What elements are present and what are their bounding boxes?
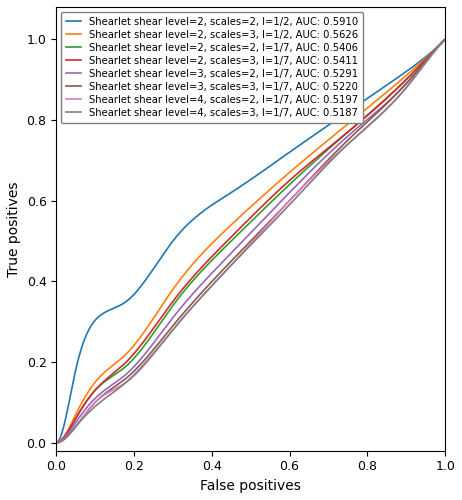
Y-axis label: True positives: True positives — [7, 181, 21, 276]
Shearlet shear level=4, scales=3, l=1/7, AUC: 0.5187: (0.44, 0.43): 0.5187: (0.44, 0.43) — [225, 266, 230, 272]
Shearlet shear level=2, scales=3, l=1/2, AUC: 0.5626: (0.78, 0.813): 0.5626: (0.78, 0.813) — [357, 112, 362, 117]
Shearlet shear level=3, scales=2, l=1/7, AUC: 0.5291: (0.78, 0.785): 0.5291: (0.78, 0.785) — [357, 123, 362, 129]
Shearlet shear level=3, scales=3, l=1/7, AUC: 0.5220: (0.404, 0.404): 0.5220: (0.404, 0.404) — [211, 277, 216, 283]
Shearlet shear level=3, scales=2, l=1/7, AUC: 0.5291: (0.404, 0.424): 0.5291: (0.404, 0.424) — [211, 268, 216, 274]
Line: Shearlet shear level=3, scales=2, l=1/7, AUC: 0.5291: Shearlet shear level=3, scales=2, l=1/7,… — [56, 39, 445, 442]
Shearlet shear level=4, scales=2, l=1/7, AUC: 0.5197: (0.102, 0.102): 0.5197: (0.102, 0.102) — [93, 398, 99, 404]
Shearlet shear level=4, scales=3, l=1/7, AUC: 0.5187: (0.687, 0.679): 0.5187: (0.687, 0.679) — [321, 166, 326, 172]
Shearlet shear level=2, scales=2, l=1/7, AUC: 0.5406: (0.102, 0.132): 0.5406: (0.102, 0.132) — [93, 386, 99, 392]
Shearlet shear level=3, scales=2, l=1/7, AUC: 0.5291: (0.798, 0.799): 0.5291: (0.798, 0.799) — [364, 118, 369, 124]
Shearlet shear level=2, scales=3, l=1/7, AUC: 0.5411: (0, 0): 0.5411: (0, 0) — [54, 440, 59, 446]
Shearlet shear level=3, scales=3, l=1/7, AUC: 0.5220: (1, 1): 0.5220: (1, 1) — [442, 36, 448, 42]
Shearlet shear level=2, scales=3, l=1/7, AUC: 0.5411: (0.102, 0.132): 0.5411: (0.102, 0.132) — [93, 386, 99, 392]
Shearlet shear level=2, scales=3, l=1/7, AUC: 0.5411: (0.404, 0.466): 0.5411: (0.404, 0.466) — [211, 252, 216, 258]
Shearlet shear level=4, scales=3, l=1/7, AUC: 0.5187: (0.102, 0.0918): 0.5187: (0.102, 0.0918) — [93, 402, 99, 408]
Shearlet shear level=4, scales=2, l=1/7, AUC: 0.5197: (1, 1): 0.5197: (1, 1) — [442, 36, 448, 42]
Shearlet shear level=2, scales=2, l=1/7, AUC: 0.5406: (0.44, 0.491): 0.5406: (0.44, 0.491) — [225, 242, 230, 248]
Shearlet shear level=4, scales=3, l=1/7, AUC: 0.5187: (0.78, 0.766): 0.5187: (0.78, 0.766) — [357, 130, 362, 136]
Shearlet shear level=2, scales=2, l=1/2, AUC: 0.5910: (0.798, 0.851): 0.5910: (0.798, 0.851) — [364, 96, 369, 102]
Shearlet shear level=2, scales=2, l=1/2, AUC: 0.5910: (0.78, 0.84): 0.5910: (0.78, 0.84) — [357, 101, 362, 107]
Shearlet shear level=4, scales=3, l=1/7, AUC: 0.5187: (0.798, 0.782): 0.5187: (0.798, 0.782) — [364, 124, 369, 130]
Shearlet shear level=3, scales=3, l=1/7, AUC: 0.5220: (0.44, 0.44): 0.5220: (0.44, 0.44) — [225, 262, 230, 268]
Shearlet shear level=4, scales=3, l=1/7, AUC: 0.5187: (1, 1): 0.5187: (1, 1) — [442, 36, 448, 42]
Shearlet shear level=2, scales=2, l=1/2, AUC: 0.5910: (0.687, 0.778): 0.5910: (0.687, 0.778) — [321, 126, 326, 132]
Shearlet shear level=3, scales=2, l=1/7, AUC: 0.5291: (0, 0): 0.5291: (0, 0) — [54, 440, 59, 446]
Shearlet shear level=4, scales=2, l=1/7, AUC: 0.5197: (0.687, 0.684): 0.5197: (0.687, 0.684) — [321, 164, 326, 170]
Shearlet shear level=2, scales=3, l=1/2, AUC: 0.5626: (0.404, 0.498): 0.5626: (0.404, 0.498) — [211, 239, 216, 245]
Shearlet shear level=4, scales=3, l=1/7, AUC: 0.5187: (0.404, 0.394): 0.5187: (0.404, 0.394) — [211, 281, 216, 287]
Shearlet shear level=2, scales=3, l=1/7, AUC: 0.5411: (0.78, 0.794): 0.5411: (0.78, 0.794) — [357, 120, 362, 126]
Shearlet shear level=3, scales=3, l=1/7, AUC: 0.5220: (0.687, 0.688): 0.5220: (0.687, 0.688) — [321, 162, 326, 168]
Shearlet shear level=2, scales=3, l=1/2, AUC: 0.5626: (0.687, 0.74): 0.5626: (0.687, 0.74) — [321, 141, 326, 147]
Shearlet shear level=3, scales=3, l=1/7, AUC: 0.5220: (0, 0): 0.5220: (0, 0) — [54, 440, 59, 446]
Shearlet shear level=2, scales=2, l=1/2, AUC: 0.5910: (0.44, 0.614): 0.5910: (0.44, 0.614) — [225, 192, 230, 198]
Shearlet shear level=2, scales=3, l=1/2, AUC: 0.5626: (0, 0): 0.5626: (0, 0) — [54, 440, 59, 446]
Shearlet shear level=2, scales=2, l=1/7, AUC: 0.5406: (0.798, 0.81): 0.5406: (0.798, 0.81) — [364, 113, 369, 119]
Legend: Shearlet shear level=2, scales=2, l=1/2, AUC: 0.5910, Shearlet shear level=2, sc: Shearlet shear level=2, scales=2, l=1/2,… — [61, 12, 363, 123]
Shearlet shear level=2, scales=2, l=1/7, AUC: 0.5406: (0.78, 0.795): 0.5406: (0.78, 0.795) — [357, 119, 362, 125]
Shearlet shear level=3, scales=3, l=1/7, AUC: 0.5220: (0.78, 0.777): 0.5220: (0.78, 0.777) — [357, 126, 362, 132]
Line: Shearlet shear level=2, scales=2, l=1/2, AUC: 0.5910: Shearlet shear level=2, scales=2, l=1/2,… — [56, 39, 445, 442]
Shearlet shear level=2, scales=2, l=1/2, AUC: 0.5910: (0.102, 0.306): 0.5910: (0.102, 0.306) — [93, 316, 99, 322]
Shearlet shear level=4, scales=3, l=1/7, AUC: 0.5187: (0, 0): 0.5187: (0, 0) — [54, 440, 59, 446]
Shearlet shear level=4, scales=2, l=1/7, AUC: 0.5197: (0.44, 0.43): 0.5197: (0.44, 0.43) — [225, 266, 230, 272]
Shearlet shear level=3, scales=2, l=1/7, AUC: 0.5291: (0.102, 0.112): 0.5291: (0.102, 0.112) — [93, 394, 99, 400]
Line: Shearlet shear level=3, scales=3, l=1/7, AUC: 0.5220: Shearlet shear level=3, scales=3, l=1/7,… — [56, 39, 445, 442]
Shearlet shear level=2, scales=3, l=1/2, AUC: 0.5626: (0.44, 0.531): 0.5626: (0.44, 0.531) — [225, 226, 230, 232]
Shearlet shear level=2, scales=2, l=1/7, AUC: 0.5406: (0, 0): 0.5406: (0, 0) — [54, 440, 59, 446]
Shearlet shear level=2, scales=2, l=1/7, AUC: 0.5406: (0.687, 0.716): 0.5406: (0.687, 0.716) — [321, 150, 326, 156]
Shearlet shear level=3, scales=3, l=1/7, AUC: 0.5220: (0.102, 0.102): 0.5220: (0.102, 0.102) — [93, 398, 99, 404]
Line: Shearlet shear level=2, scales=3, l=1/7, AUC: 0.5411: Shearlet shear level=2, scales=3, l=1/7,… — [56, 39, 445, 442]
Shearlet shear level=3, scales=2, l=1/7, AUC: 0.5291: (0.687, 0.704): 0.5291: (0.687, 0.704) — [321, 156, 326, 162]
Shearlet shear level=2, scales=2, l=1/2, AUC: 0.5910: (0, 0): 0.5910: (0, 0) — [54, 440, 59, 446]
Shearlet shear level=2, scales=2, l=1/7, AUC: 0.5406: (1, 1): 0.5406: (1, 1) — [442, 36, 448, 42]
Shearlet shear level=3, scales=3, l=1/7, AUC: 0.5220: (0.798, 0.793): 0.5220: (0.798, 0.793) — [364, 120, 369, 126]
Shearlet shear level=2, scales=2, l=1/7, AUC: 0.5406: (0.404, 0.456): 0.5406: (0.404, 0.456) — [211, 256, 216, 262]
Line: Shearlet shear level=2, scales=2, l=1/7, AUC: 0.5406: Shearlet shear level=2, scales=2, l=1/7,… — [56, 39, 445, 442]
Shearlet shear level=4, scales=2, l=1/7, AUC: 0.5197: (0.798, 0.78): 0.5197: (0.798, 0.78) — [364, 125, 369, 131]
Shearlet shear level=4, scales=2, l=1/7, AUC: 0.5197: (0.404, 0.393): 0.5197: (0.404, 0.393) — [211, 281, 216, 287]
Shearlet shear level=2, scales=3, l=1/7, AUC: 0.5411: (0.44, 0.501): 0.5411: (0.44, 0.501) — [225, 238, 230, 244]
Shearlet shear level=2, scales=3, l=1/7, AUC: 0.5411: (0.687, 0.72): 0.5411: (0.687, 0.72) — [321, 149, 326, 155]
Shearlet shear level=2, scales=3, l=1/2, AUC: 0.5626: (0.798, 0.828): 0.5626: (0.798, 0.828) — [364, 106, 369, 112]
Shearlet shear level=2, scales=3, l=1/7, AUC: 0.5411: (0.798, 0.809): 0.5411: (0.798, 0.809) — [364, 114, 369, 119]
Line: Shearlet shear level=4, scales=2, l=1/7, AUC: 0.5197: Shearlet shear level=4, scales=2, l=1/7,… — [56, 39, 445, 442]
Shearlet shear level=3, scales=2, l=1/7, AUC: 0.5291: (1, 1): 0.5291: (1, 1) — [442, 36, 448, 42]
Shearlet shear level=3, scales=2, l=1/7, AUC: 0.5291: (0.44, 0.46): 0.5291: (0.44, 0.46) — [225, 254, 230, 260]
Shearlet shear level=2, scales=2, l=1/2, AUC: 0.5910: (1, 1): 0.5910: (1, 1) — [442, 36, 448, 42]
Shearlet shear level=2, scales=3, l=1/7, AUC: 0.5411: (1, 1): 0.5411: (1, 1) — [442, 36, 448, 42]
Shearlet shear level=4, scales=2, l=1/7, AUC: 0.5197: (0.78, 0.765): 0.5197: (0.78, 0.765) — [357, 131, 362, 137]
Line: Shearlet shear level=2, scales=3, l=1/2, AUC: 0.5626: Shearlet shear level=2, scales=3, l=1/2,… — [56, 39, 445, 442]
X-axis label: False positives: False positives — [200, 479, 301, 493]
Shearlet shear level=2, scales=3, l=1/2, AUC: 0.5626: (0.102, 0.152): 0.5626: (0.102, 0.152) — [93, 378, 99, 384]
Shearlet shear level=2, scales=2, l=1/2, AUC: 0.5910: (0.404, 0.592): 0.5910: (0.404, 0.592) — [211, 201, 216, 207]
Shearlet shear level=4, scales=2, l=1/7, AUC: 0.5197: (0, 0): 0.5197: (0, 0) — [54, 440, 59, 446]
Line: Shearlet shear level=4, scales=3, l=1/7, AUC: 0.5187: Shearlet shear level=4, scales=3, l=1/7,… — [56, 39, 445, 442]
Shearlet shear level=2, scales=3, l=1/2, AUC: 0.5626: (1, 1): 0.5626: (1, 1) — [442, 36, 448, 42]
